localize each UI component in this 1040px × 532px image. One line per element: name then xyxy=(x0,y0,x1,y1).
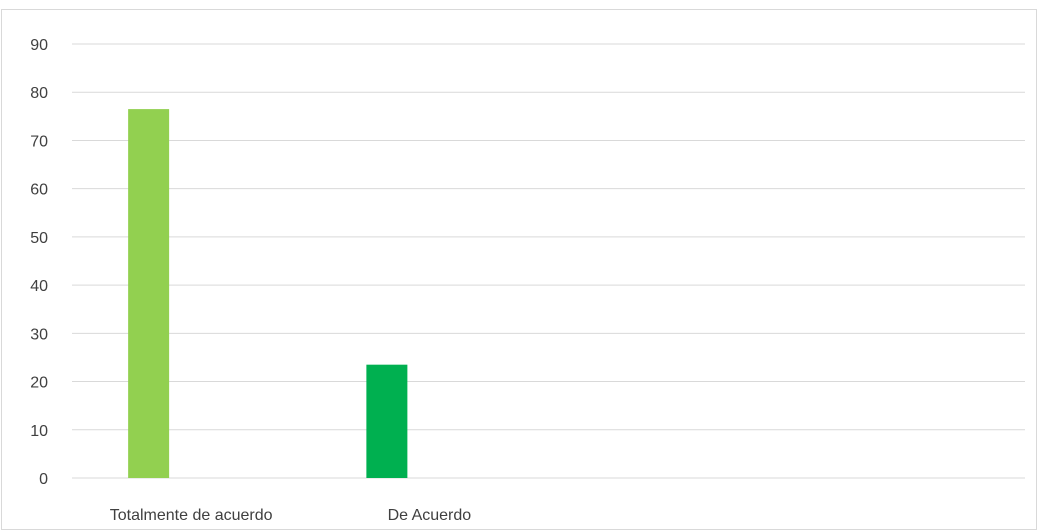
y-tick-label: 40 xyxy=(30,278,48,295)
y-tick-label: 70 xyxy=(30,133,48,150)
bar-2 xyxy=(366,364,408,478)
y-axis-ticks: 0 10 20 30 40 50 60 70 80 90 xyxy=(30,37,48,488)
bar-1 xyxy=(128,109,170,478)
y-tick-label: 30 xyxy=(30,326,48,343)
y-tick-label: 50 xyxy=(30,230,48,247)
y-tick-label: 20 xyxy=(30,375,48,392)
x-category-label: Totalmente de acuerdo xyxy=(110,507,273,524)
x-category-label: De Acuerdo xyxy=(388,507,472,524)
gridlines xyxy=(72,43,1025,479)
y-tick-label: 60 xyxy=(30,182,48,199)
bars xyxy=(128,109,408,478)
x-axis-labels: Totalmente de acuerdo De Acuerdo xyxy=(110,507,472,524)
y-tick-label: 90 xyxy=(30,37,48,54)
y-tick-label: 80 xyxy=(30,85,48,102)
chart-frame xyxy=(1,9,1037,530)
y-tick-label: 0 xyxy=(39,471,48,488)
y-tick-label: 10 xyxy=(30,423,48,440)
